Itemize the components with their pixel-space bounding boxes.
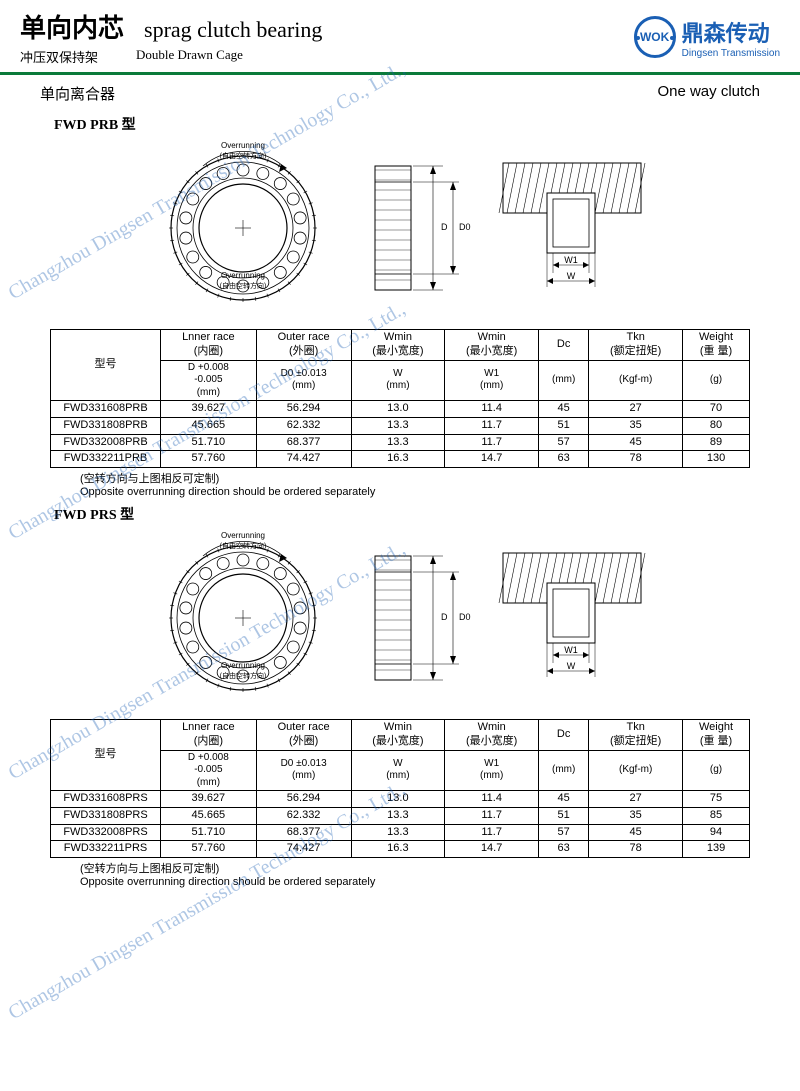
ring-diagram: Overrunning (自由空转方向) Overrunning (自由空转方向… (153, 528, 333, 713)
svg-text:Overrunning: Overrunning (221, 141, 265, 150)
section-title: FWD PRB 型 (54, 114, 770, 134)
subtitle-en-small: Double Drawn Cage (136, 47, 243, 66)
title-cn: 单向内芯 (20, 8, 124, 45)
svg-text:W: W (567, 661, 576, 671)
svg-text:(自由空转方向): (自由空转方向) (220, 671, 267, 680)
diagram-row: Overrunning (自由空转方向) Overrunning (自由空转方向… (30, 138, 770, 323)
page-header: 单向内芯 sprag clutch bearing 冲压双保持架 Double … (0, 0, 800, 75)
side-diagram: D D0 (355, 538, 475, 703)
note-en: Opposite overrunning direction should be… (80, 486, 770, 498)
header-left: 单向内芯 sprag clutch bearing 冲压双保持架 Double … (20, 8, 322, 66)
svg-text:D: D (441, 612, 448, 622)
spec-table: 型号Lnner race(内圈)Outer race(外圈)Wmin(最小宽度)… (50, 329, 750, 468)
svg-text:D: D (441, 222, 448, 232)
title-en: sprag clutch bearing (144, 17, 322, 43)
svg-text:D0: D0 (459, 612, 471, 622)
spec-table: 型号Lnner race(内圈)Outer race(外圈)Wmin(最小宽度)… (50, 719, 750, 858)
side-diagram: D D0 (355, 148, 475, 313)
svg-text:Overrunning: Overrunning (221, 661, 265, 670)
svg-text:Overrunning: Overrunning (221, 271, 265, 280)
svg-text:W1: W1 (564, 255, 578, 265)
note-cn: (空转方向与上图相反可定制) (80, 470, 770, 486)
wok-logo-icon: WOK (634, 16, 676, 58)
ring-diagram: Overrunning (自由空转方向) Overrunning (自由空转方向… (153, 138, 333, 323)
brand-en: Dingsen Transmission (682, 48, 780, 59)
svg-text:Overrunning: Overrunning (221, 531, 265, 540)
svg-text:W: W (567, 271, 576, 281)
svg-text:W1: W1 (564, 645, 578, 655)
note-cn: (空转方向与上图相反可定制) (80, 860, 770, 876)
brand-cn: 鼎森传动 (682, 16, 780, 48)
svg-text:D0: D0 (459, 222, 471, 232)
brand-block: WOK 鼎森传动 Dingsen Transmission (634, 16, 780, 59)
cross-diagram: W1 W (497, 543, 647, 698)
note-en: Opposite overrunning direction should be… (80, 876, 770, 888)
subtitle-cn-small: 冲压双保持架 (20, 47, 98, 66)
section-1: FWD PRS 型 Overrunning (自由空转方向) Overrunni… (0, 504, 800, 888)
svg-text:(自由空转方向): (自由空转方向) (220, 281, 267, 290)
cross-diagram: W1 W (497, 153, 647, 308)
section-0: FWD PRB 型 Overrunning (自由空转方向) Overrunni… (0, 114, 800, 498)
section-heading-en: One way clutch (657, 83, 760, 104)
section-title: FWD PRS 型 (54, 504, 770, 524)
section-heading-cn: 单向离合器 (40, 83, 115, 104)
subtitle-row: 单向离合器 One way clutch (0, 75, 800, 108)
diagram-row: Overrunning (自由空转方向) Overrunning (自由空转方向… (30, 528, 770, 713)
